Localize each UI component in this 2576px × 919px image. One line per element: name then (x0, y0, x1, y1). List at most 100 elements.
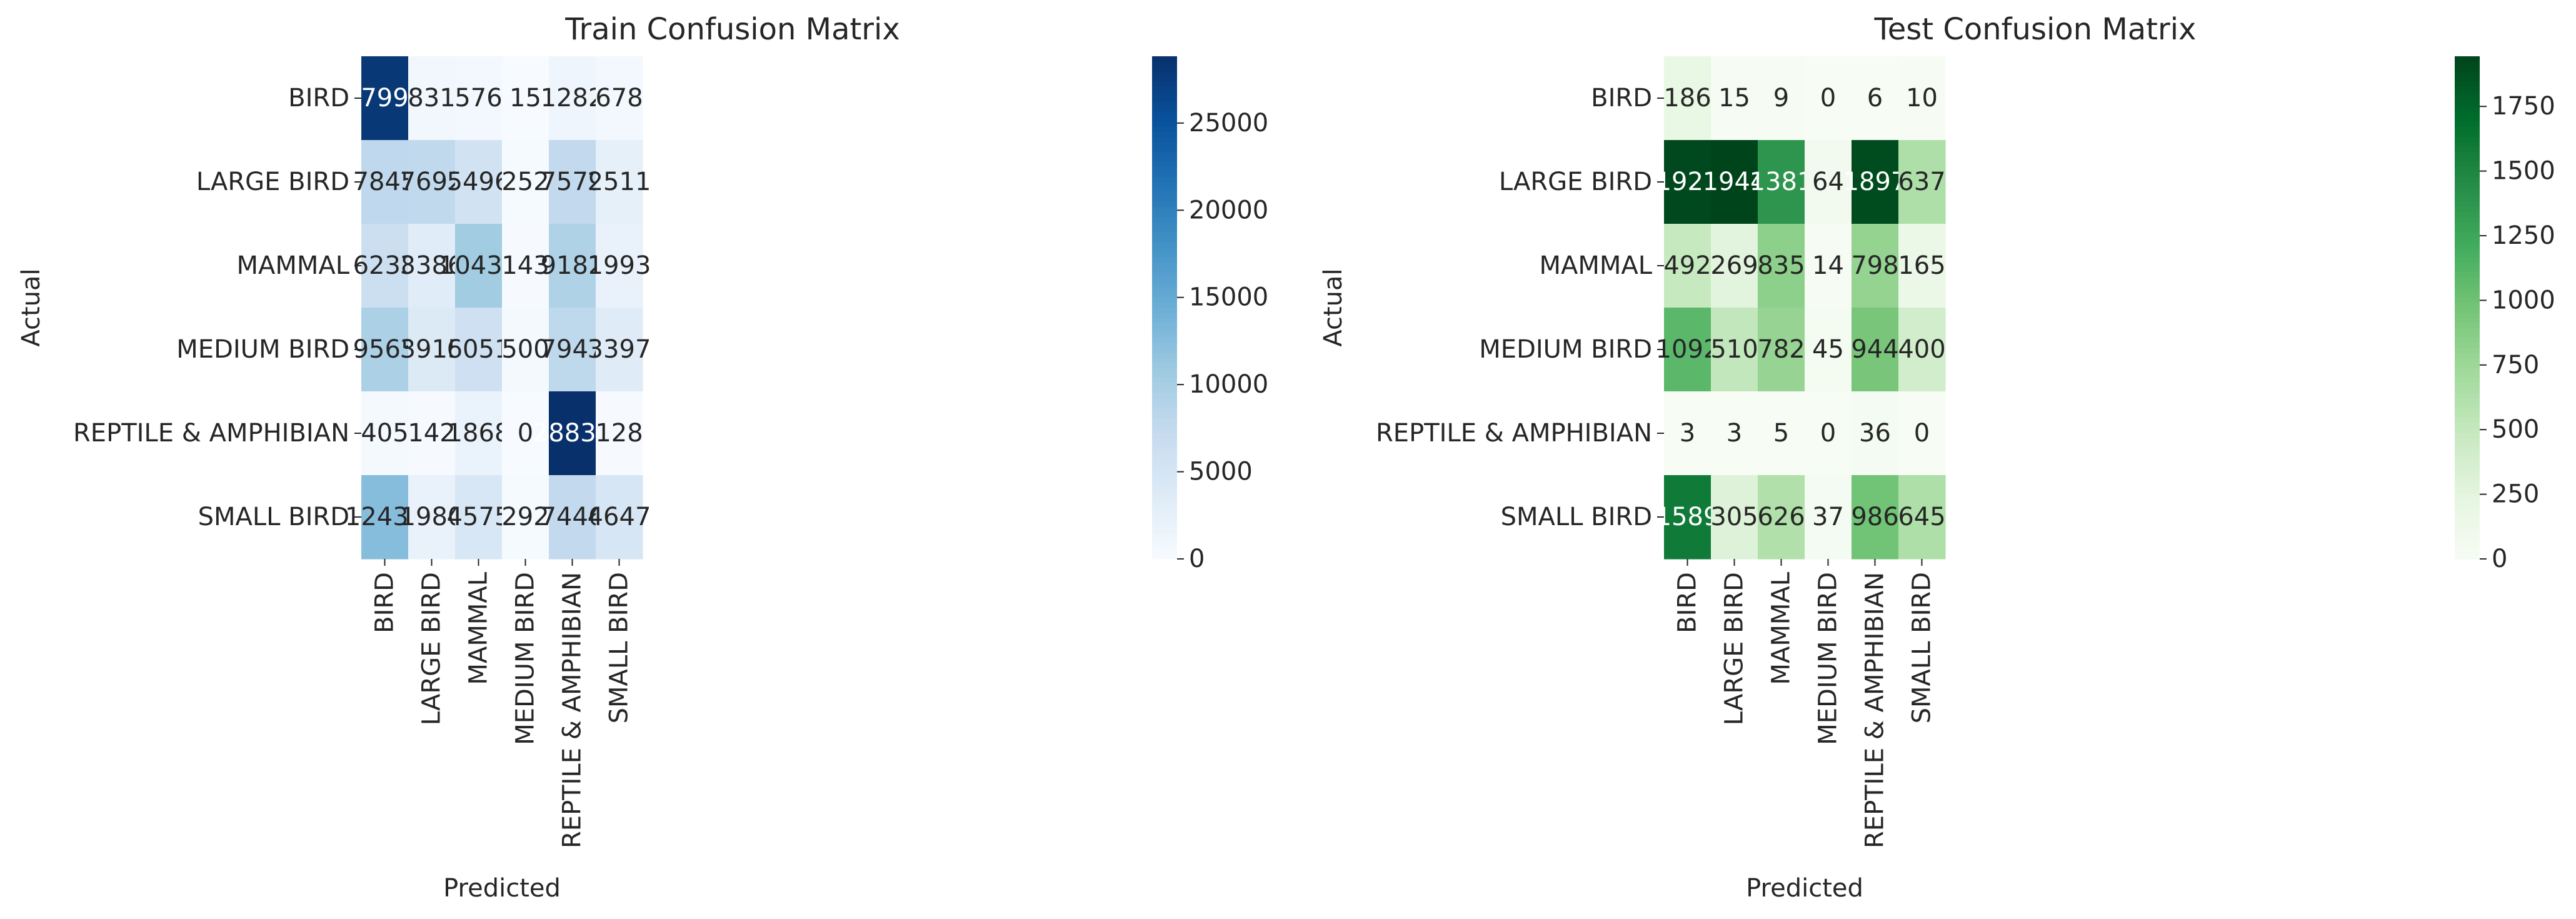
chart-1-cell-label-r4-c5: 128 (595, 419, 643, 448)
chart-2-colorbar-slice-46 (2455, 287, 2480, 293)
chart-1-colorbar-slice-58 (1152, 348, 1177, 354)
chart-2-cell-r4-c5 (1898, 391, 1946, 476)
chart-2-colorbar-slice-31 (2455, 212, 2480, 218)
chart-1-colorbar-slice-5 (1152, 81, 1177, 88)
chart-2-cell-label-r5-c3: 37 (1812, 503, 1844, 531)
chart-1-colorbar-slice-54 (1152, 328, 1177, 333)
chart-1-colorbar-slice-72 (1152, 418, 1177, 424)
chart-2-colorbar-slice-7 (2455, 91, 2480, 98)
chart-2-cell-r1-c4 (1852, 140, 1899, 224)
chart-1-cell-r4-c5 (596, 391, 643, 476)
chart-1-colorbar-slice-81 (1152, 463, 1177, 470)
chart-2-cell-label-r0-c3: 0 (1820, 84, 1836, 113)
chart-1-colorbar-slice-24 (1152, 176, 1177, 183)
chart-1-cell-label-r3-c2: 6051 (447, 335, 511, 364)
chart-2-cell-r5-c4 (1852, 475, 1899, 560)
chart-1-colorbar-slice-86 (1152, 488, 1177, 495)
chart-2-colorbar-slice-49 (2455, 302, 2480, 308)
chart-2-cell-label-r1-c5: 637 (1898, 168, 1945, 196)
chart-2-colorbar-slice-69 (2455, 403, 2480, 409)
chart-2-x-tick-label-1: LARGE BIRD (1720, 572, 1749, 725)
chart-2-colorbar-slice-68 (2455, 398, 2480, 404)
chart-2-colorbar-tick-label-2: 500 (2492, 415, 2539, 444)
chart-2-cell-label-r0-c5: 10 (1906, 84, 1938, 113)
chart-2-colorbar-slice-91 (2455, 513, 2480, 520)
chart-1-cell-r0-c0 (361, 56, 409, 141)
chart-1-cell-label-r5-c4: 7446 (541, 503, 604, 531)
chart-1-cell-r2-c3 (502, 224, 549, 308)
chart-1-cell-r1-c1 (408, 140, 456, 224)
chart-2-cell-label-r0-c4: 6 (1867, 84, 1883, 113)
chart-2-colorbar-tick-label-4: 1000 (2492, 286, 2555, 314)
chart-2-cell-r2-c0 (1664, 224, 1711, 308)
chart-2-cell-label-r1-c1: 1944 (1703, 168, 1767, 196)
chart-1-y-tick-label-3: MEDIUM BIRD (176, 335, 349, 364)
chart-2-cell-r1-c2 (1758, 140, 1805, 224)
chart-2-cell-r4-c3 (1805, 391, 1852, 476)
chart-1-cell-r3-c5 (596, 308, 643, 392)
chart-2-colorbar-slice-86 (2455, 488, 2480, 495)
chart-2-x-tick-label-0: BIRD (1673, 572, 1702, 633)
chart-1-cell-r5-c4 (549, 475, 596, 560)
chart-1-colorbar-slice-89 (1152, 503, 1177, 510)
chart-2-colorbar-tick-label-1: 250 (2492, 480, 2539, 509)
chart-1-colorbar-slice-57 (1152, 343, 1177, 349)
chart-1-colorbar-slice-40 (1152, 257, 1177, 263)
chart-1-cell-label-r1-c4: 7579 (541, 168, 604, 196)
chart-2-colorbar-slice-9 (2455, 101, 2480, 108)
chart-2-colorbar-slice-17 (2455, 141, 2480, 148)
chart-2-cell-label-r1-c3: 64 (1812, 168, 1844, 196)
chart-1-colorbar-slice-14 (1152, 126, 1177, 133)
chart-1-cell-r3-c0 (361, 308, 409, 392)
chart-2-colorbar-slice-37 (2455, 242, 2480, 248)
chart-2-colorbar-slice-96 (2455, 538, 2480, 545)
chart-1-cell-r4-c4 (549, 391, 596, 476)
chart-1-cell-label-r4-c2: 1868 (447, 419, 511, 448)
chart-2-colorbar-slice-89 (2455, 503, 2480, 510)
chart-2-colorbar-slice-70 (2455, 408, 2480, 414)
chart-1-colorbar-slice-21 (1152, 161, 1177, 168)
chart-1-colorbar-slice-6 (1152, 86, 1177, 93)
chart-2-cell-label-r0-c2: 9 (1773, 84, 1789, 113)
chart-1-colorbar-slice-43 (1152, 272, 1177, 278)
chart-1-colorbar-slice-75 (1152, 433, 1177, 439)
chart-1-cell-label-r4-c3: 0 (518, 419, 533, 448)
chart-2-colorbar-slice-11 (2455, 111, 2480, 118)
chart-1-colorbar-slice-29 (1152, 202, 1177, 208)
chart-2-colorbar-slice-39 (2455, 252, 2480, 258)
chart-2-cell-r3-c0 (1664, 308, 1711, 392)
chart-1-colorbar-tick-label-2: 10000 (1189, 370, 1268, 399)
chart-1-cell-label-r3-c1: 3915 (400, 335, 464, 364)
chart-2-cell-label-r5-c0: 1589 (1656, 503, 1720, 531)
chart-1-colorbar-slice-35 (1152, 232, 1177, 238)
chart-2-cell-label-r3-c2: 782 (1757, 335, 1805, 364)
chart-2-colorbar-slice-33 (2455, 222, 2480, 228)
chart-2-colorbar-slice-75 (2455, 433, 2480, 439)
chart-2-colorbar-slice-78 (2455, 448, 2480, 454)
chart-2-colorbar-slice-23 (2455, 171, 2480, 178)
chart-1-colorbar-slice-70 (1152, 408, 1177, 414)
chart-2-colorbar-slice-50 (2455, 308, 2480, 313)
chart-1-cell-r4-c0 (361, 391, 409, 476)
chart-1-cell-r0-c3 (502, 56, 549, 141)
chart-2-cell-r0-c5 (1898, 56, 1946, 141)
chart-2-colorbar-slice-84 (2455, 478, 2480, 485)
chart-1-cell-r1-c0 (361, 140, 409, 224)
chart-1-colorbar-slice-17 (1152, 141, 1177, 148)
chart-2-colorbar-slice-40 (2455, 257, 2480, 263)
chart-1-colorbar-slice-11 (1152, 111, 1177, 118)
chart-2-cell-r0-c1 (1711, 56, 1758, 141)
chart-1-colorbar-slice-0 (1152, 56, 1177, 62)
chart-1-cell-label-r1-c3: 252 (501, 168, 549, 196)
chart-1-cell-label-r5-c2: 4575 (447, 503, 511, 531)
chart-2-y-tick-label-5: SMALL BIRD (1501, 503, 1652, 531)
chart-1-cell-r0-c4 (549, 56, 596, 141)
chart-2-cell-label-r0-c1: 15 (1718, 84, 1750, 113)
chart-1-cell-label-r0-c3: 15 (509, 84, 541, 113)
chart-2-colorbar-slice-53 (2455, 323, 2480, 328)
chart-2-cell-label-r2-c2: 835 (1757, 251, 1805, 280)
chart-2-cell-label-r4-c2: 5 (1773, 419, 1789, 448)
chart-2-cell-r0-c0 (1664, 56, 1711, 141)
chart-1-cell-r5-c5 (596, 475, 643, 560)
